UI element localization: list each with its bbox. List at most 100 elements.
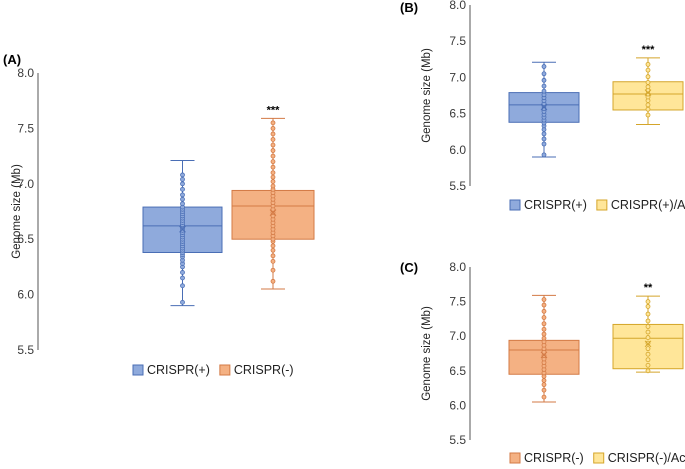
data-point: [645, 304, 651, 309]
mean-marker: [644, 89, 652, 96]
data-point: [180, 186, 185, 192]
significance-label: ***: [267, 104, 281, 116]
data-point: [645, 318, 651, 324]
y-tick-label: 6.0: [17, 288, 34, 302]
data-point: [645, 102, 651, 108]
y-tick-label: 6.5: [17, 232, 34, 246]
mean-marker: [179, 225, 186, 233]
y-tick-label: 8.0: [449, 0, 466, 12]
data-point: [270, 179, 276, 184]
data-point: [270, 148, 276, 153]
y-tick-label: 6.5: [449, 364, 466, 378]
data-point: [541, 64, 547, 69]
data-point: [270, 183, 276, 189]
y-axis-title: Genome size (Mb): [421, 48, 433, 143]
significance-label: ***: [642, 44, 656, 56]
y-tick-label: 7.5: [449, 34, 466, 48]
y-tick-label: 6.0: [449, 143, 466, 157]
data-point: [645, 84, 651, 90]
data-point: [541, 394, 547, 400]
y-tick-label: 5.5: [17, 343, 34, 357]
data-point: [645, 329, 651, 335]
box-crispr-acr: [612, 57, 684, 125]
data-point: [541, 378, 547, 383]
data-point: [541, 88, 547, 94]
data-point: [541, 335, 547, 341]
data-point: [270, 153, 276, 159]
y-tick-label: 5.5: [449, 433, 466, 447]
y-tick-label: 8.0: [449, 260, 466, 274]
panel-label-b: (B): [400, 0, 418, 15]
data-point: [645, 106, 651, 112]
data-point: [645, 324, 651, 329]
data-point: [270, 170, 276, 176]
box-crispr-: [508, 294, 580, 403]
mean-marker: [269, 209, 277, 216]
data-point: [541, 83, 547, 89]
data-point: [541, 308, 547, 314]
data-point: [180, 270, 185, 275]
data-point: [541, 297, 547, 302]
mean-marker: [540, 351, 548, 359]
data-point: [180, 299, 185, 305]
data-point: [541, 387, 547, 393]
mean-marker: [540, 103, 548, 111]
data-point: [180, 283, 185, 289]
chart-a: 5.5 6.0 6.5 7.0 7.5 8.0 Genome size (Mb) *** CRI…: [11, 66, 315, 377]
data-point: [541, 77, 547, 83]
chart-b: 5.5 6.0 6.5 7.0 7.5 8.0 Genome size (Mb) *** CRI…: [421, 0, 685, 212]
data-point: [270, 120, 276, 126]
data-point: [645, 61, 651, 67]
data-point: [180, 201, 185, 207]
box-crispr-: [231, 117, 315, 290]
data-point: [270, 278, 276, 284]
y-tick-label: 7.0: [449, 70, 466, 84]
chart-c: 5.5 6.0 6.5 7.0 7.5 8.0 Genome size (Mb) ** CRIS…: [421, 260, 685, 465]
data-point: [541, 302, 547, 308]
data-point: [180, 172, 185, 178]
data-point: [645, 362, 651, 368]
data-point: [541, 71, 547, 77]
legend-label: CRISPR(-): [524, 451, 584, 465]
data-point: [645, 67, 651, 73]
data-point: [270, 131, 276, 137]
y-axis-title: Genome size (Mb): [11, 164, 23, 259]
y-tick-label: 6.0: [449, 398, 466, 412]
data-point: [180, 192, 185, 198]
box-crispr-: [142, 160, 223, 307]
panel-label-a: (A): [3, 52, 21, 67]
data-point: [645, 80, 651, 85]
y-tick-label: 7.5: [17, 121, 34, 135]
data-point: [270, 243, 276, 249]
legend-label: CRISPR(-)/Acr: [608, 451, 685, 465]
legend-label: CRISPR(+): [524, 198, 587, 212]
data-point: [270, 142, 276, 148]
panel-label-c: (C): [400, 260, 418, 275]
y-tick-label: 7.5: [449, 295, 466, 309]
data-point: [541, 141, 547, 147]
data-point: [270, 164, 276, 170]
legend-swatch: [596, 199, 608, 211]
data-point: [645, 335, 651, 340]
legend-swatch: [132, 364, 144, 376]
y-tick-label: 8.0: [17, 66, 34, 80]
data-point: [645, 368, 651, 374]
legend-swatch: [593, 452, 605, 464]
data-point: [270, 125, 276, 131]
data-point: [541, 315, 547, 320]
box-crispr-acr: [612, 295, 684, 374]
data-point: [541, 131, 547, 137]
data-point: [541, 382, 547, 388]
data-point: [541, 152, 547, 158]
y-tick-label: 7.0: [449, 329, 466, 343]
data-point: [270, 247, 276, 253]
mean-marker: [644, 340, 652, 348]
data-point: [645, 311, 651, 317]
data-point: [270, 137, 276, 142]
data-point: [541, 331, 547, 337]
data-point: [180, 176, 185, 182]
y-tick-label: 5.5: [449, 179, 466, 193]
data-point: [270, 159, 276, 165]
legend-label: CRISPR(-): [234, 363, 294, 377]
